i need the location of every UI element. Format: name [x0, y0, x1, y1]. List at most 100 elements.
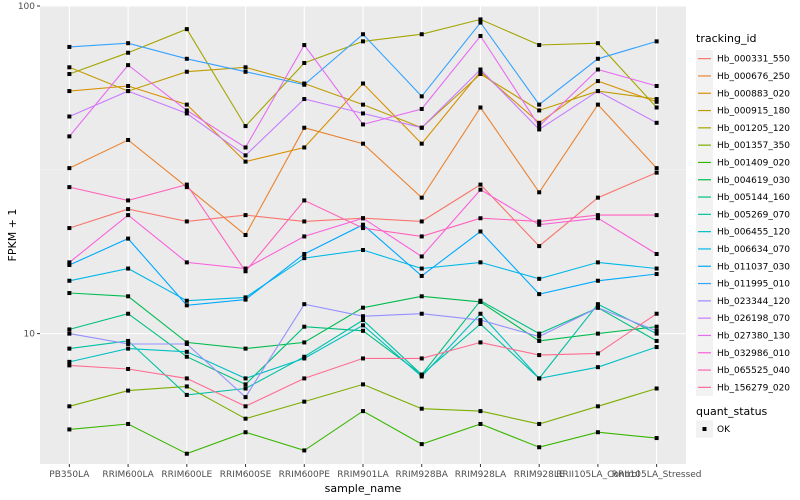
legend-label: Hb_004619_030 [717, 176, 790, 186]
data-point [654, 99, 659, 104]
legend-item: Hb_000883_020 [696, 84, 790, 102]
data-point [302, 340, 307, 345]
data-point [361, 111, 365, 116]
data-point [419, 254, 424, 259]
data-point [478, 17, 483, 22]
data-point [302, 324, 307, 329]
legend-item: Hb_006455_120 [696, 223, 790, 241]
data-point [243, 145, 248, 150]
data-point [302, 145, 307, 150]
data-point [184, 69, 189, 74]
data-point [419, 294, 424, 299]
x-tick-label: RRIM600SE [220, 470, 272, 480]
data-point [361, 328, 365, 333]
data-point [361, 32, 365, 37]
data-point [419, 94, 424, 99]
data-point [243, 395, 248, 400]
legend-item: Hb_011995_010 [696, 274, 790, 293]
data-point [243, 386, 248, 391]
data-point [243, 376, 248, 381]
data-point [537, 43, 542, 48]
data-point [184, 111, 189, 116]
data-point [419, 219, 424, 224]
data-point [302, 251, 307, 256]
data-point [126, 89, 131, 94]
data-point [302, 399, 307, 404]
data-point [654, 338, 659, 343]
y-axis-title: FPKM + 1 [6, 209, 19, 262]
data-point [67, 44, 72, 49]
data-point [126, 421, 131, 426]
data-point [67, 226, 72, 231]
data-point [478, 340, 483, 345]
data-point [361, 323, 365, 328]
legend-label: OK [717, 425, 731, 435]
data-point [478, 182, 483, 187]
data-point [67, 72, 72, 77]
legend-item: Hb_023344_120 [696, 292, 790, 310]
legend-label: Hb_006455_120 [717, 228, 790, 238]
data-point [126, 366, 131, 371]
data-point [67, 166, 72, 171]
data-point [184, 260, 189, 265]
data-point [537, 421, 542, 426]
data-point [361, 409, 365, 414]
data-point [478, 318, 483, 323]
legend-label: Hb_006634_070 [717, 245, 790, 255]
legend-item: Hb_005144_160 [696, 188, 790, 206]
data-point [654, 105, 659, 110]
x-tick-label: RRIM600PE [279, 470, 331, 480]
data-point [67, 327, 72, 332]
data-point [243, 65, 248, 70]
data-point [243, 153, 248, 158]
x-tick-label: RRIM600LE [161, 470, 212, 480]
data-point [478, 72, 483, 77]
data-point [67, 346, 72, 351]
data-point [537, 334, 542, 339]
legend-item: Hb_001357_350 [696, 136, 790, 154]
data-point [595, 67, 600, 72]
data-point [184, 341, 189, 346]
data-point [419, 406, 424, 411]
data-point [243, 346, 248, 351]
data-point [67, 65, 72, 70]
data-point [595, 102, 600, 107]
data-point [595, 216, 600, 221]
data-point [184, 108, 189, 113]
legend-item: Hb_026198_070 [696, 309, 790, 327]
data-point [419, 125, 424, 130]
data-point [654, 251, 659, 256]
x-tick-label: RRII105LA_Stressed [612, 470, 702, 480]
data-point [595, 305, 600, 310]
data-point [67, 262, 72, 267]
data-point [595, 430, 600, 435]
shape-legend-item: OK [696, 420, 731, 438]
legend-item: Hb_011037_030 [696, 257, 790, 275]
data-point [654, 324, 659, 329]
data-point [126, 266, 131, 271]
data-point [67, 185, 72, 190]
data-point [361, 222, 365, 227]
data-point [243, 233, 248, 237]
data-point [595, 79, 600, 84]
legend-item: Hb_032986_010 [696, 344, 790, 362]
legend-label: Hb_065525_040 [717, 366, 790, 376]
data-point [478, 321, 483, 326]
data-point [302, 198, 307, 203]
legend-item: Hb_001409_020 [696, 153, 790, 172]
data-point [361, 226, 365, 231]
data-point [537, 276, 542, 281]
data-point [361, 39, 365, 44]
legend-item: Hb_065525_040 [696, 361, 790, 379]
data-point [654, 436, 659, 441]
data-point [67, 404, 72, 409]
data-point [302, 302, 307, 307]
x-tick-label: RRII105LA_Control [556, 470, 639, 480]
data-point [478, 260, 483, 265]
data-point [478, 69, 483, 74]
data-point [654, 166, 659, 171]
data-point [126, 346, 131, 351]
legend-title: tracking_id [696, 32, 757, 45]
data-point [654, 39, 659, 44]
data-point [361, 314, 365, 319]
